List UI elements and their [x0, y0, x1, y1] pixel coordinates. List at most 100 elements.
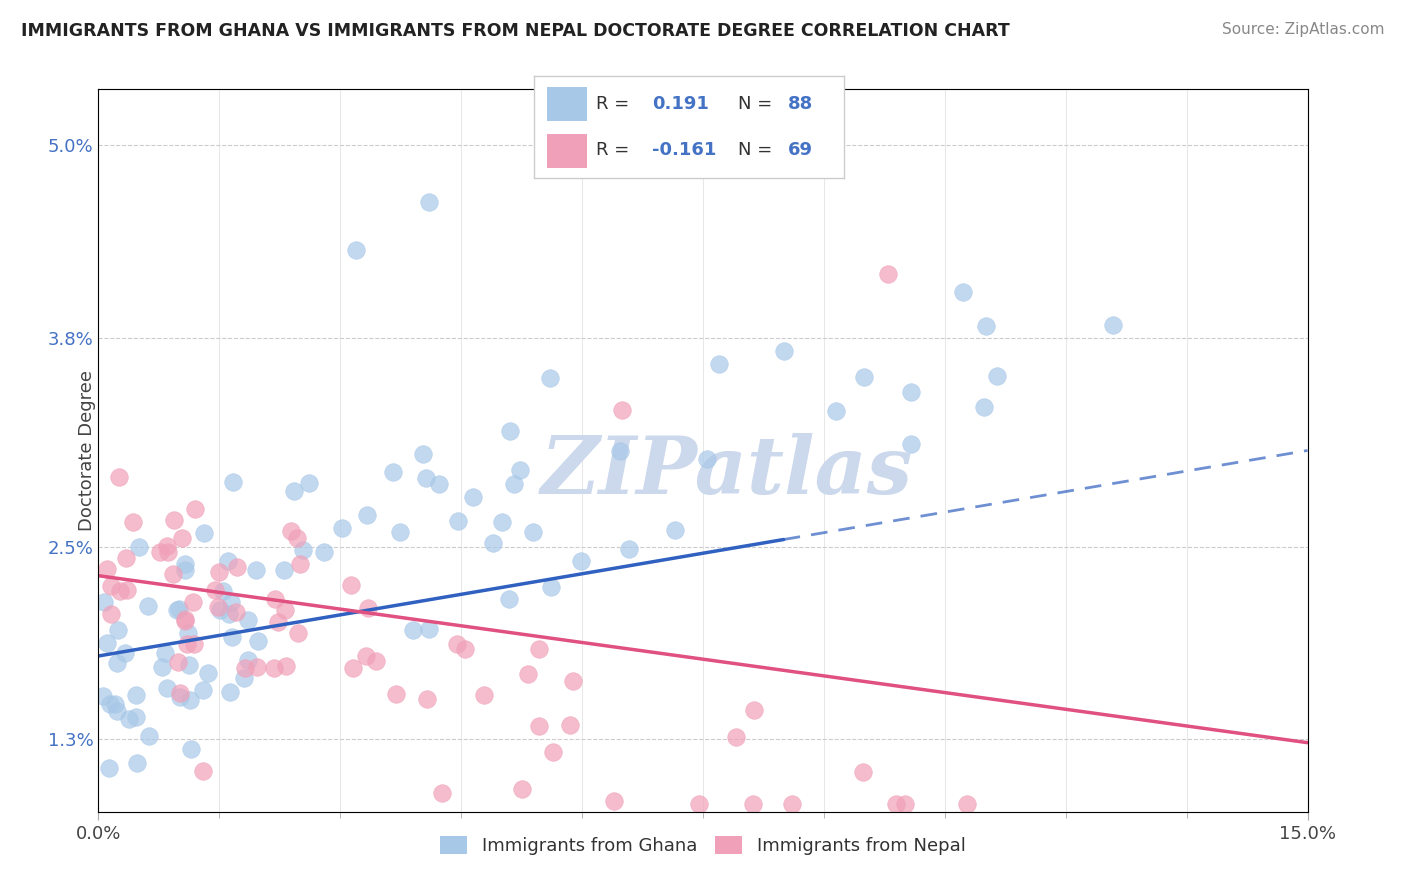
Text: IMMIGRANTS FROM GHANA VS IMMIGRANTS FROM NEPAL DOCTORATE DEGREE CORRELATION CHAR: IMMIGRANTS FROM GHANA VS IMMIGRANTS FROM… [21, 22, 1010, 40]
Point [176, 637, 198, 651]
Point [538, 371, 561, 385]
Legend: Immigrants from Ghana, Immigrants from Nepal: Immigrants from Ghana, Immigrants from N… [432, 827, 974, 864]
Point [569, 554, 592, 568]
Point [283, 484, 305, 499]
Point [742, 703, 765, 717]
Point [169, 690, 191, 704]
Point [96, 636, 118, 650]
Point [108, 584, 131, 599]
Point [104, 697, 127, 711]
Point [418, 622, 440, 636]
Point [128, 540, 150, 554]
Point [162, 566, 184, 581]
Point [100, 579, 122, 593]
Point [114, 646, 136, 660]
Point [314, 544, 336, 558]
Point [1101, 318, 1123, 332]
Point [330, 521, 353, 535]
Point [280, 524, 302, 539]
Point [100, 607, 122, 622]
Point [166, 603, 188, 617]
Point [174, 564, 197, 578]
Point [263, 591, 285, 606]
Point [973, 400, 995, 414]
Point [183, 595, 205, 609]
Point [117, 583, 139, 598]
Point [193, 526, 215, 541]
Point [274, 603, 297, 617]
Point [179, 693, 201, 707]
Point [115, 550, 138, 565]
Point [238, 613, 260, 627]
Point [894, 797, 917, 811]
Point [180, 742, 202, 756]
Point [418, 194, 440, 209]
Point [138, 729, 160, 743]
Point [612, 403, 634, 417]
Point [246, 660, 269, 674]
Point [233, 661, 256, 675]
Point [108, 469, 131, 483]
Point [688, 797, 710, 811]
Point [340, 578, 363, 592]
Text: R =: R = [596, 95, 630, 113]
Point [208, 565, 231, 579]
Point [184, 502, 207, 516]
Point [121, 515, 143, 529]
Point [952, 285, 974, 299]
Point [93, 595, 115, 609]
Point [415, 692, 437, 706]
Point [163, 513, 186, 527]
Point [382, 466, 405, 480]
Text: Source: ZipAtlas.com: Source: ZipAtlas.com [1222, 22, 1385, 37]
Point [204, 583, 226, 598]
Point [273, 562, 295, 576]
Point [884, 797, 907, 811]
Point [287, 625, 309, 640]
Point [956, 797, 979, 811]
Point [170, 531, 193, 545]
Point [169, 686, 191, 700]
Point [156, 539, 179, 553]
Point [986, 369, 1008, 384]
Point [208, 603, 231, 617]
Point [427, 477, 450, 491]
Point [900, 437, 922, 451]
Point [127, 756, 149, 770]
Point [540, 580, 562, 594]
Point [98, 761, 121, 775]
Point [212, 584, 235, 599]
Point [664, 523, 686, 537]
Point [617, 541, 640, 556]
Point [446, 637, 468, 651]
Point [197, 665, 219, 680]
Point [287, 531, 309, 545]
Point [176, 625, 198, 640]
Point [482, 536, 505, 550]
Point [221, 630, 243, 644]
Point [118, 712, 141, 726]
Point [824, 403, 846, 417]
Point [218, 607, 240, 621]
Point [472, 688, 495, 702]
Point [156, 681, 179, 695]
Point [707, 357, 730, 371]
Point [219, 595, 242, 609]
Point [267, 615, 290, 630]
Point [149, 544, 172, 558]
Point [461, 490, 484, 504]
Point [415, 471, 437, 485]
Point [385, 687, 408, 701]
Point [183, 637, 205, 651]
Point [107, 624, 129, 638]
Point [402, 623, 425, 637]
Point [191, 764, 214, 779]
Point [522, 524, 544, 539]
Point [603, 794, 626, 808]
Point [412, 447, 434, 461]
Point [219, 685, 242, 699]
Point [125, 688, 148, 702]
Point [447, 514, 470, 528]
Point [191, 683, 214, 698]
Point [93, 689, 115, 703]
